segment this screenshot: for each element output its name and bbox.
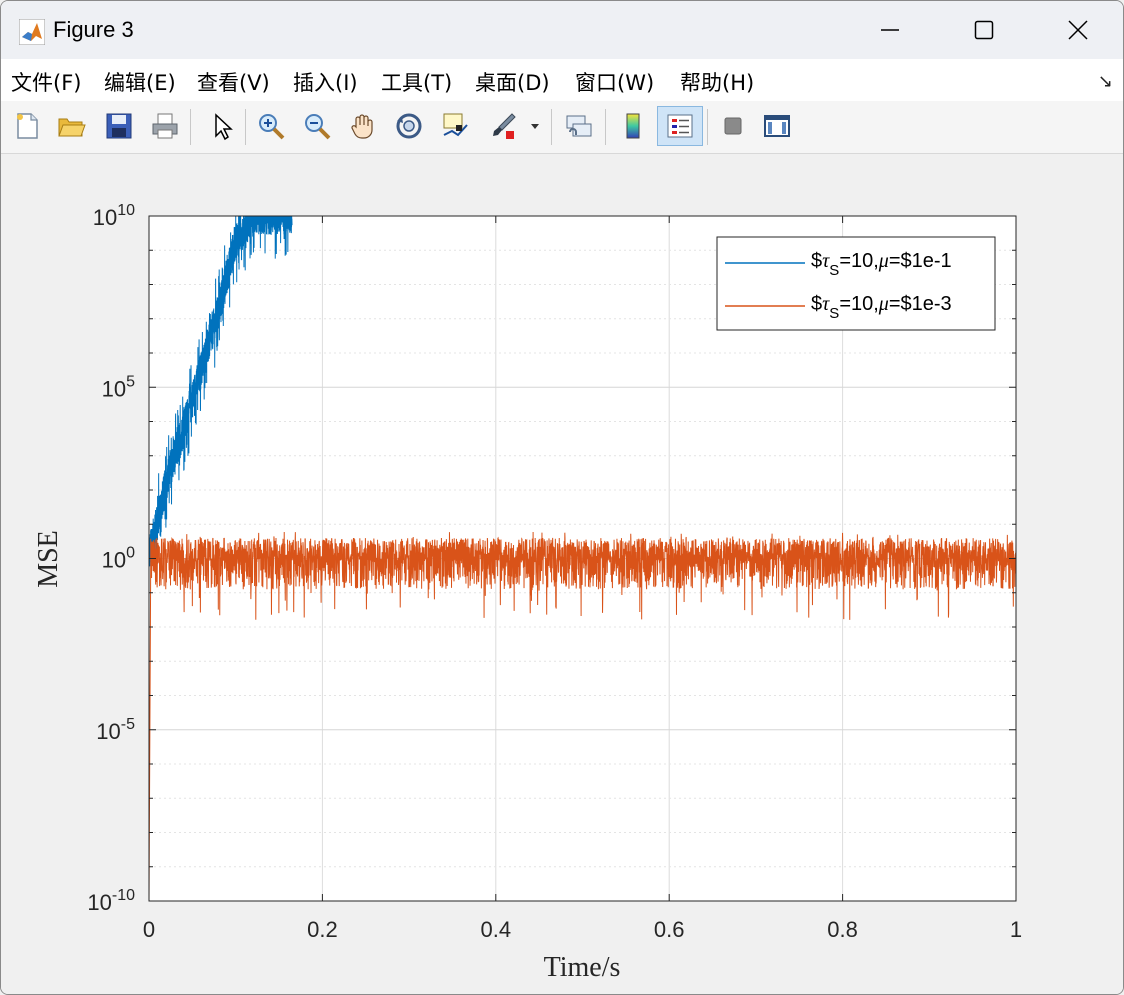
toolbar [1, 101, 1123, 154]
maximize-icon [974, 20, 994, 40]
minimize-button[interactable] [843, 1, 937, 59]
data-cursor-icon[interactable] [437, 108, 473, 144]
axis-ticks: 0 0.2 0.4 0.6 0.8 1 1010 105 100 10-5 10-10 [87, 202, 1022, 942]
close-button[interactable] [1031, 1, 1123, 59]
y-axis-label: MSE [33, 530, 64, 588]
legend-entry-series-1: $τS=10,μ=$1e-1 [811, 250, 952, 279]
select-arrow-icon[interactable] [203, 108, 239, 144]
expand-menu-icon[interactable]: ↘ [1097, 71, 1113, 92]
save-icon[interactable] [101, 108, 137, 144]
maximize-button[interactable] [937, 1, 1031, 59]
plot-svg: 0 0.2 0.4 0.6 0.8 1 1010 105 100 10-5 10-10 Time/s… [33, 202, 1022, 983]
open-folder-icon[interactable] [53, 108, 89, 144]
x-tick-label: 0.6 [654, 917, 685, 942]
x-tick-label: 0 [143, 917, 155, 942]
matlab-logo-icon [19, 19, 45, 45]
link-plot-icon[interactable] [561, 108, 597, 144]
toolbar-separator [605, 109, 606, 145]
menu-tools[interactable]: 工具(T) [381, 71, 453, 95]
toolbar-separator [245, 109, 246, 145]
legend[interactable]: $τS=10,μ=$1e-1 $τS=10,μ=$1e-3 [716, 236, 996, 331]
menu-edit[interactable]: 编辑(E) [104, 71, 176, 95]
legend-entry-series-2: $τS=10,μ=$1e-3 [811, 293, 952, 322]
y-tick-label: 100 [102, 545, 135, 573]
y-tick-label: 105 [102, 373, 135, 401]
x-axis-label: Time/s [544, 952, 621, 983]
pan-hand-icon[interactable] [345, 108, 381, 144]
y-tick-label: 1010 [93, 202, 135, 230]
x-tick-label: 0.8 [827, 917, 858, 942]
print-icon[interactable] [147, 108, 183, 144]
menu-help[interactable]: 帮助(H) [680, 71, 755, 95]
menu-file[interactable]: 文件(F) [11, 71, 82, 95]
legend-icon[interactable] [657, 106, 703, 146]
title-bar: Figure 3 [1, 1, 1123, 59]
hide-plot-tools-icon[interactable] [715, 108, 751, 144]
menu-bar: 文件(F) 编辑(E) 查看(V) 插入(I) 工具(T) 桌面(D) 窗口(W… [1, 59, 1123, 102]
brush-dropdown-icon[interactable] [525, 108, 545, 144]
legend-box [716, 236, 996, 331]
zoom-out-icon[interactable] [299, 108, 335, 144]
menu-view[interactable]: 查看(V) [197, 71, 270, 95]
show-plot-tools-icon[interactable] [759, 108, 795, 144]
colorbar-icon[interactable] [615, 108, 651, 144]
zoom-in-icon[interactable] [253, 108, 289, 144]
toolbar-separator [551, 109, 552, 145]
menu-insert[interactable]: 插入(I) [293, 71, 358, 95]
close-icon [1068, 20, 1088, 40]
y-tick-label: 10-10 [87, 887, 135, 915]
y-tick-label: 10-5 [96, 716, 135, 744]
x-tick-label: 1 [1010, 917, 1022, 942]
x-tick-label: 0.4 [481, 917, 512, 942]
toolbar-separator [190, 109, 191, 145]
brush-icon[interactable] [485, 108, 521, 144]
toolbar-separator [707, 109, 708, 145]
new-file-icon[interactable] [9, 108, 45, 144]
minimize-icon [881, 29, 899, 31]
series-line-2 [148, 531, 1017, 902]
menu-window[interactable]: 窗口(W) [575, 71, 655, 95]
menu-desktop[interactable]: 桌面(D) [475, 71, 550, 95]
figure-canvas: 0 0.2 0.4 0.6 0.8 1 1010 105 100 10-5 10-10 Time/s… [1, 154, 1123, 994]
x-tick-label: 0.2 [307, 917, 338, 942]
window-title: Figure 3 [53, 17, 134, 42]
rotate-3d-icon[interactable] [391, 108, 427, 144]
